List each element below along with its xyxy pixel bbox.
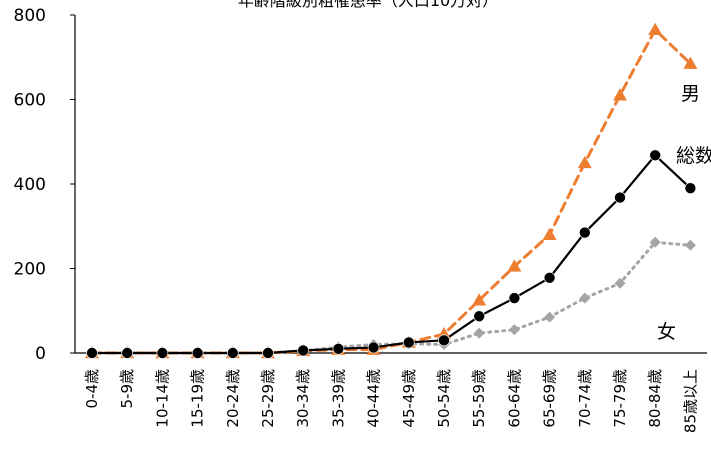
data-point-total: [262, 347, 274, 359]
data-point-total: [86, 347, 98, 359]
data-point-total: [297, 344, 310, 357]
data-point-total: [191, 347, 204, 359]
data-point-total: [332, 342, 345, 355]
data-point-female: [508, 324, 520, 336]
x-tick-label: 5-9歳: [118, 369, 136, 409]
data-point-male: [648, 22, 663, 36]
x-tick-label: 80-84歳: [646, 369, 664, 428]
series-line-male: [90, 28, 692, 355]
x-tick-label: 65-69歳: [541, 369, 559, 428]
data-point-total: [508, 292, 521, 304]
y-tick-label: 200: [14, 260, 46, 280]
data-point-female: [649, 236, 661, 248]
data-point-total: [402, 336, 415, 349]
data-point-male: [577, 155, 592, 169]
y-tick-label: 400: [14, 175, 46, 195]
data-point-female: [473, 327, 485, 339]
chart-title: 年齢階級別粗罹患率（人口10万対）: [238, 0, 498, 10]
data-point-total: [121, 347, 133, 359]
data-point-female: [614, 277, 626, 289]
x-tick-label: 30-34歳: [294, 369, 312, 428]
x-tick-label: 60-64歳: [505, 369, 523, 428]
x-tick-label: 55-59歳: [470, 369, 488, 428]
x-tick-label: 45-49歳: [400, 369, 418, 428]
data-point-total: [649, 149, 662, 162]
y-tick-label: 0: [35, 344, 46, 364]
x-tick-label: 25-29歳: [259, 369, 277, 428]
data-point-male: [472, 293, 487, 306]
data-point-total: [684, 182, 697, 195]
data-point-total: [438, 334, 450, 347]
x-tick-label: 75-79歳: [611, 369, 629, 428]
x-tick-label: 0-4歳: [83, 369, 101, 409]
data-point-total: [227, 347, 239, 359]
series-line-total: [90, 154, 692, 355]
x-tick-label: 20-24歳: [224, 369, 242, 428]
data-point-male: [542, 227, 557, 240]
data-point-female: [579, 292, 591, 304]
x-tick-label: 40-44歳: [365, 369, 383, 428]
data-point-total: [156, 347, 169, 359]
data-point-total: [473, 310, 486, 323]
series-label-total: 総数: [676, 145, 711, 167]
series-line-female: [90, 240, 692, 355]
data-point-male: [613, 88, 627, 101]
series-label-female: 女: [657, 321, 676, 343]
data-point-female: [544, 311, 556, 323]
x-tick-label: 70-74歳: [576, 369, 594, 428]
data-point-male: [683, 56, 698, 69]
y-tick-label: 800: [14, 6, 46, 26]
x-tick-label: 15-19歳: [189, 369, 207, 428]
data-point-total: [367, 341, 380, 354]
x-tick-label: 50-54歳: [435, 369, 453, 428]
data-point-total: [578, 226, 591, 239]
x-tick-label: 10-14歳: [153, 369, 171, 428]
data-point-total: [543, 271, 556, 284]
y-tick-label: 600: [14, 91, 46, 111]
x-tick-label: 85歳以上: [681, 369, 699, 433]
data-point-total: [614, 191, 626, 204]
series-label-male: 男: [681, 83, 700, 105]
data-point-male: [507, 259, 522, 272]
data-point-female: [684, 239, 696, 251]
x-tick-label: 35-39歳: [329, 369, 347, 428]
